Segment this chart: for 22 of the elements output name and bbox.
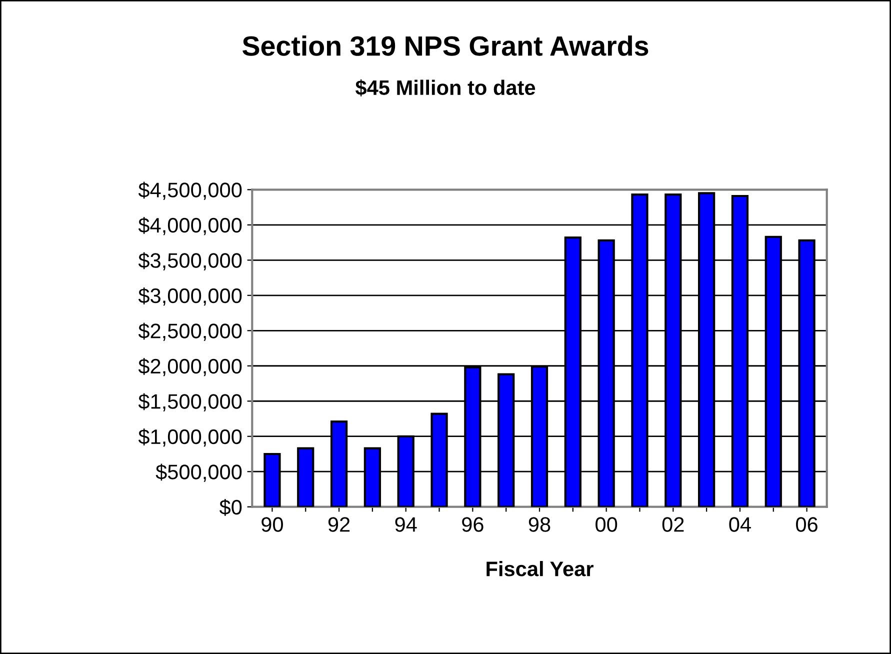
y-tick-label: $4,000,000: [138, 217, 242, 236]
x-tick-label: 04: [729, 517, 751, 532]
x-tick-label: 06: [796, 517, 818, 532]
chart-subtitle: $45 Million to date: [355, 79, 536, 96]
y-tick-label: $500,000: [156, 464, 242, 482]
x-tick-label: 02: [662, 517, 684, 532]
x-tick-label: 94: [395, 517, 417, 532]
y-tick-label: $4,500,000: [138, 182, 242, 200]
x-tick-label: 90: [262, 517, 283, 532]
x-tick-label: 96: [462, 517, 484, 532]
y-tick-label: $0: [219, 498, 242, 516]
y-tick-label: $3,000,000: [138, 288, 242, 306]
x-tick-label: 00: [596, 517, 618, 532]
chart-title: Section 319 NPS Grant Awards: [242, 35, 648, 56]
x-tick-label: 98: [528, 517, 550, 532]
x-tick-label: 92: [328, 517, 350, 532]
x-axis-title: Fiscal Year: [486, 560, 594, 576]
y-tick-label: $3,500,000: [138, 252, 242, 270]
y-tick-label: $1,000,000: [138, 428, 242, 447]
y-tick-label: $2,000,000: [138, 358, 242, 376]
y-tick-label: $2,500,000: [138, 322, 242, 341]
y-tick-label: $1,500,000: [138, 393, 242, 412]
